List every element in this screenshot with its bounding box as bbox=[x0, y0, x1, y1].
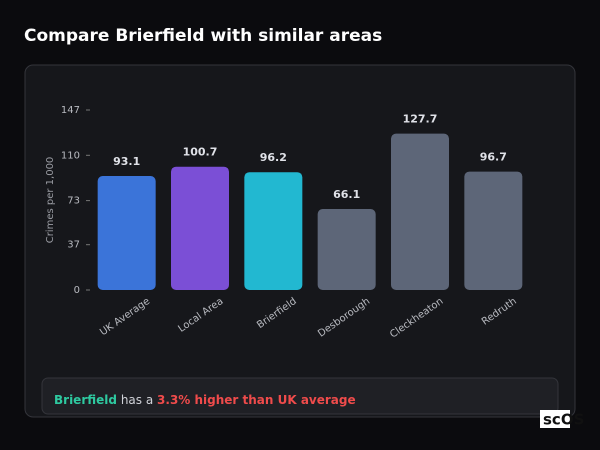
logo: scOS bbox=[543, 411, 584, 429]
value-label: 96.7 bbox=[480, 151, 507, 164]
bar bbox=[317, 209, 376, 290]
value-label: 127.7 bbox=[403, 113, 438, 126]
value-label: 96.2 bbox=[260, 151, 287, 164]
y-axis-label: Crimes per 1,000 bbox=[45, 157, 56, 244]
y-tick-label: 147 bbox=[61, 105, 80, 116]
value-label: 66.1 bbox=[333, 188, 360, 201]
y-tick-label: 0 bbox=[74, 285, 80, 296]
summary: Brierfield has a 3.3% higher than UK ave… bbox=[54, 393, 356, 407]
summary-highlight: 3.3% higher than UK average bbox=[157, 393, 356, 407]
y-tick-label: 37 bbox=[67, 240, 80, 251]
bar bbox=[464, 171, 523, 290]
y-tick-label: 73 bbox=[67, 196, 80, 207]
chart-title: Compare Brierfield with similar areas bbox=[24, 26, 382, 46]
bar bbox=[391, 133, 449, 290]
summary-area: Brierfield bbox=[54, 393, 117, 407]
bar bbox=[171, 166, 229, 290]
y-tick-label: 110 bbox=[61, 150, 80, 161]
summary-text: has a bbox=[121, 393, 153, 407]
bar bbox=[97, 176, 156, 290]
summary-box bbox=[41, 377, 559, 415]
bar bbox=[244, 172, 303, 290]
value-label: 100.7 bbox=[183, 146, 218, 159]
logo-box bbox=[540, 410, 570, 428]
value-label: 93.1 bbox=[113, 155, 140, 168]
